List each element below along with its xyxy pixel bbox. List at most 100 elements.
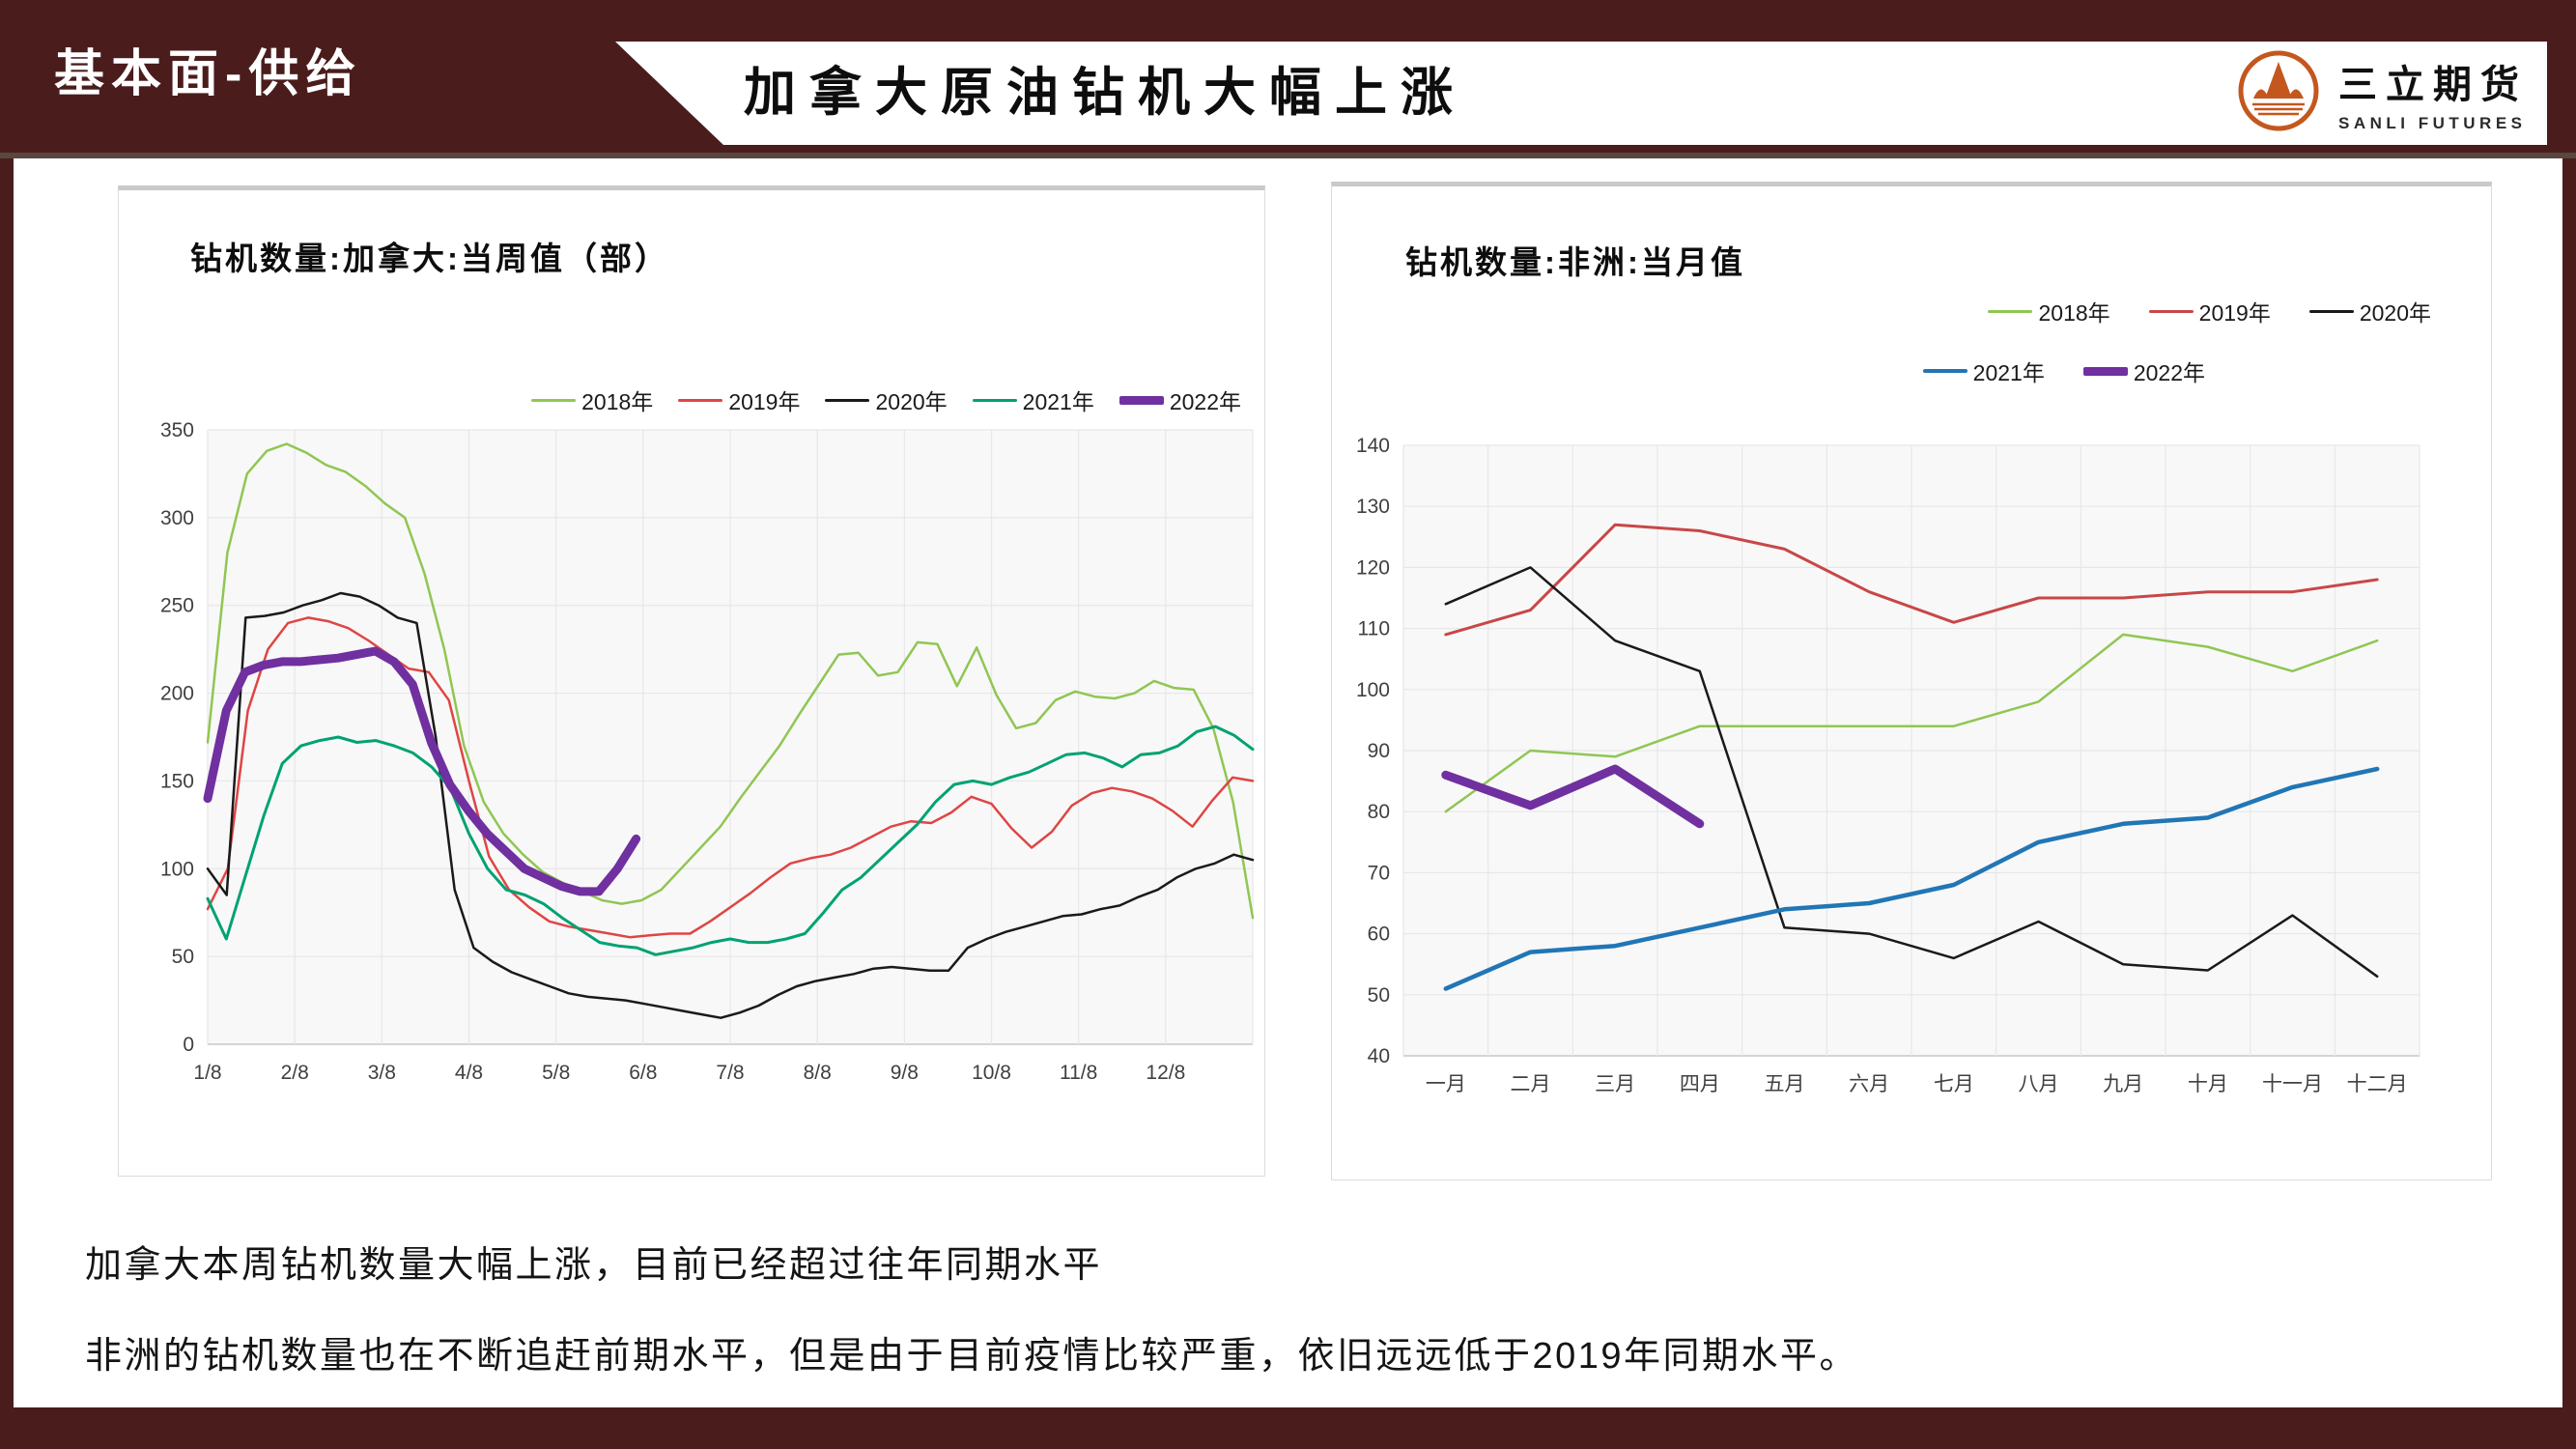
- y-axis-tick-label: 40: [1368, 1045, 1390, 1067]
- africa-chart-title: 钻机数量:非洲:当月值: [1405, 244, 1745, 280]
- y-axis-tick-label: 80: [1368, 801, 1390, 823]
- series-line-2021年: [1443, 766, 2380, 991]
- x-axis-tick-label: 十二月: [2347, 1073, 2408, 1095]
- company-name-cn: 三立期货: [2338, 64, 2528, 106]
- legend-swatch: [2308, 309, 2354, 313]
- legend-swatch: [972, 398, 1017, 402]
- y-axis-tick-label: 150: [160, 770, 194, 792]
- series-line-2021年: [206, 724, 1255, 956]
- commentary-line-2: 非洲的钻机数量也在不断追赶前期水平，但是由于目前疫情比较严重，依旧远远低于201…: [85, 1336, 1859, 1377]
- legend-item-2018年: 2018年: [1988, 295, 2110, 327]
- legend-swatch: [678, 398, 723, 402]
- legend-swatch: [1118, 395, 1164, 405]
- x-axis-tick-label: 11/8: [1060, 1062, 1097, 1084]
- canada-line-chart: 0 50 100 150 200 250 300 350 1/8 2/8 3/8 4/8 5/8 6/8 7…: [160, 419, 1255, 1084]
- series-line-2022年: [203, 646, 641, 896]
- x-axis-tick-label: 7/8: [716, 1062, 744, 1084]
- legend-swatch: [1988, 309, 2033, 313]
- y-axis-tick-label: 250: [160, 595, 194, 617]
- y-axis-tick-label: 300: [160, 507, 194, 529]
- top-banner: 基本面-供给 加拿大原油钻机大幅上涨 三立期货 SANLI FUTURES: [0, 0, 2576, 153]
- x-axis-tick-label: 十月: [2188, 1073, 2228, 1095]
- x-axis-tick-label: 3/8: [368, 1062, 396, 1084]
- legend-swatch: [1922, 368, 1967, 374]
- canada-legend: 2018年 2019年 2020年 2021年 2022年: [531, 384, 1241, 416]
- y-axis-tick-label: 350: [160, 419, 194, 441]
- right-edge-strip: [2562, 158, 2576, 1449]
- legend-item-2019年: 2019年: [678, 384, 800, 416]
- legend-item-2022年: 2022年: [2082, 355, 2205, 387]
- company-name-en: SANLI FUTURES: [2338, 114, 2527, 132]
- x-axis-tick-label: 8/8: [804, 1062, 832, 1084]
- x-axis-tick-label: 10/8: [972, 1062, 1011, 1084]
- series-line-2018年: [1444, 633, 2379, 813]
- legend-label: 2020年: [2359, 300, 2431, 326]
- y-axis-tick-label: 110: [1358, 618, 1390, 640]
- chart-card-canada: 0 50 100 150 200 250 300 350 1/8 2/8 3/8 4/8 5/8 6/8 7…: [118, 185, 1265, 1177]
- y-axis-tick-label: 50: [1368, 984, 1390, 1007]
- series-line-2022年: [1441, 764, 1705, 829]
- series-line-2020年: [1444, 566, 2379, 979]
- chart-card-africa: 40 50 60 70 80 90 100 110 120 130 140 一月 二月 三月 四月 五月 六月 七…: [1331, 182, 2492, 1180]
- africa-legend-row-1: 2018年 2019年 2020年: [1988, 295, 2431, 327]
- x-axis-tick-label: 五月: [1765, 1073, 1805, 1095]
- africa-line-chart: 40 50 60 70 80 90 100 110 120 130 140 一月 二月 三月 四月 五月 六月 七…: [1356, 435, 2420, 1095]
- x-axis-tick-label: 八月: [2019, 1073, 2059, 1095]
- legend-swatch: [531, 398, 577, 402]
- y-axis-tick-label: 50: [172, 946, 194, 968]
- canada-chart-title: 钻机数量:加拿大:当周值（部）: [190, 241, 669, 276]
- legend-item-2019年: 2019年: [2148, 295, 2271, 327]
- legend-label: 2018年: [581, 389, 654, 414]
- page-title: 加拿大原油钻机大幅上涨: [744, 64, 1466, 122]
- x-axis-tick-label: 2/8: [281, 1062, 309, 1084]
- banner-divider: [0, 153, 2576, 158]
- y-axis-tick-label: 0: [183, 1034, 194, 1056]
- x-axis-tick-label: 九月: [2103, 1073, 2143, 1095]
- legend-swatch: [825, 398, 870, 402]
- legend-label: 2022年: [1169, 389, 1241, 414]
- y-axis-tick-label: 100: [160, 858, 194, 880]
- title-band: 加拿大原油钻机大幅上涨 三立期货 SANLI FUTURES: [615, 42, 2547, 145]
- legend-swatch: [2148, 309, 2194, 313]
- series-line-2020年: [206, 591, 1255, 1019]
- x-axis-tick-label: 4/8: [455, 1062, 483, 1084]
- legend-label: 2020年: [875, 389, 948, 414]
- legend-label: 2019年: [2198, 300, 2271, 326]
- legend-label: 2019年: [728, 389, 801, 414]
- x-axis-tick-label: 七月: [1934, 1073, 1974, 1095]
- x-axis-tick-label: 5/8: [542, 1062, 570, 1084]
- x-axis-tick-label: 四月: [1680, 1073, 1720, 1095]
- x-axis-tick-label: 十一月: [2262, 1073, 2323, 1095]
- legend-item-2021年: 2021年: [972, 384, 1094, 416]
- legend-item-2020年: 2020年: [825, 384, 948, 416]
- legend-swatch: [2082, 366, 2128, 376]
- left-edge-strip: [0, 158, 14, 1449]
- y-axis-tick-label: 90: [1368, 740, 1390, 762]
- legend-item-2021年: 2021年: [1922, 355, 2045, 387]
- x-axis-tick-label: 9/8: [891, 1062, 919, 1084]
- series-line-2019年: [1444, 523, 2379, 637]
- legend-item-2022年: 2022年: [1118, 384, 1241, 416]
- x-axis-tick-label: 12/8: [1146, 1062, 1185, 1084]
- x-axis-tick-label: 一月: [1426, 1073, 1466, 1095]
- y-axis-tick-label: 140: [1356, 435, 1390, 457]
- africa-legend-row-2: 2021年 2022年: [1922, 355, 2205, 387]
- y-axis-tick-label: 120: [1356, 556, 1390, 579]
- x-axis-tick-label: 1/8: [193, 1062, 221, 1084]
- y-axis-tick-label: 130: [1356, 496, 1390, 518]
- x-axis-tick-label: 二月: [1511, 1073, 1551, 1095]
- y-axis-tick-label: 70: [1368, 862, 1390, 884]
- legend-label: 2018年: [2038, 300, 2110, 326]
- legend-label: 2021年: [1022, 389, 1094, 414]
- mountain-circle-icon: [2236, 48, 2321, 138]
- x-axis-tick-label: 六月: [1849, 1073, 1889, 1095]
- x-axis-tick-label: 三月: [1595, 1073, 1635, 1095]
- company-logo: 三立期货 SANLI FUTURES: [2236, 47, 2528, 139]
- logo-text: 三立期货 SANLI FUTURES: [2338, 53, 2528, 133]
- legend-item-2020年: 2020年: [2308, 295, 2431, 327]
- footer-band: [0, 1407, 2576, 1449]
- y-axis-tick-label: 60: [1368, 923, 1390, 946]
- y-axis-tick-label: 200: [160, 683, 194, 705]
- x-axis-tick-label: 6/8: [629, 1062, 657, 1084]
- y-axis-tick-label: 100: [1356, 679, 1390, 701]
